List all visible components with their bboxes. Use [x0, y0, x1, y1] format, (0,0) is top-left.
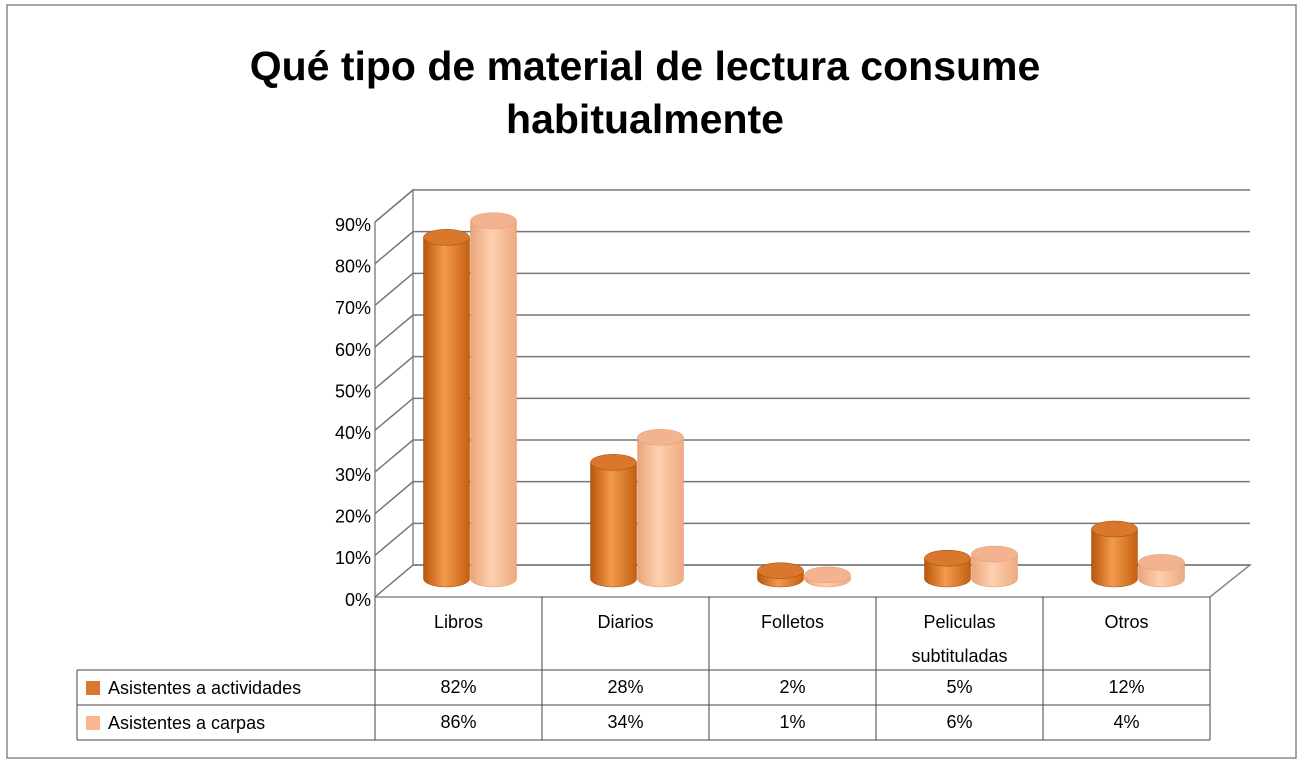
y-tick-label: 70%	[335, 298, 371, 318]
grid-line	[374, 272, 1250, 306]
grid-line	[374, 230, 1250, 265]
category-cell: Folletos	[760, 612, 825, 632]
bar	[1091, 528, 1138, 588]
bar-top	[1091, 520, 1138, 538]
legend-label: Asistentes a actividades	[108, 678, 301, 698]
y-tick-label: 50%	[335, 381, 371, 401]
grid-line	[374, 314, 1250, 348]
x-tick-label: Otros	[1104, 612, 1149, 632]
table-value: 82%	[440, 677, 476, 697]
bar	[971, 553, 1018, 588]
grid-line	[374, 189, 1250, 223]
grid-line	[374, 439, 1250, 473]
grid-line	[374, 564, 1250, 598]
chart-frame	[6, 4, 1297, 759]
bar	[590, 462, 637, 588]
table-value: 4%	[1113, 712, 1139, 732]
bar-top	[590, 454, 637, 471]
x-tick-label: Libros	[433, 612, 484, 632]
y-tick-label: 10%	[335, 548, 371, 568]
bar-top	[423, 229, 470, 246]
x-tick-label: Diarios	[597, 612, 654, 632]
bar-top	[924, 549, 971, 567]
x-tick-label: Peliculas subtituladas	[911, 612, 1008, 666]
table-value: 28%	[607, 677, 643, 697]
category-cell: Otros	[1104, 612, 1149, 632]
table-value: 1%	[779, 712, 805, 732]
y-tick-label: 0%	[345, 590, 371, 610]
table-value: 6%	[946, 712, 972, 732]
legend-swatch	[86, 716, 100, 730]
bar	[423, 237, 470, 588]
legend-swatch	[86, 681, 100, 695]
bar-top	[1138, 554, 1185, 571]
bar-top	[757, 562, 804, 579]
y-tick-label: 30%	[335, 465, 371, 485]
bar-top	[971, 545, 1018, 563]
table-value: 34%	[607, 712, 643, 732]
table-value: 12%	[1108, 677, 1144, 697]
table-value: 86%	[440, 712, 476, 732]
bar	[470, 220, 517, 588]
grid-line	[374, 522, 1250, 556]
grid-line	[374, 355, 1250, 390]
bar-top	[804, 566, 851, 584]
y-tick-label: 80%	[335, 256, 371, 276]
category-cell: Diarios	[597, 612, 654, 632]
grid-line	[374, 480, 1250, 515]
table-value: 2%	[779, 677, 805, 697]
title-box: Qué tipo de material de lectura consume …	[249, 43, 1041, 142]
y-tick-label: 40%	[335, 423, 371, 443]
legend-label: Asistentes a carpas	[108, 713, 265, 733]
bar-top	[637, 429, 684, 446]
category-cell: Libros	[433, 612, 484, 632]
table-value: 5%	[946, 677, 972, 697]
category-cell: Peliculas subtituladas	[911, 612, 1008, 666]
y-tick-label: 60%	[335, 340, 371, 360]
x-tick-label: Folletos	[760, 612, 825, 632]
bar	[637, 437, 684, 588]
chart-title: Qué tipo de material de lectura consume …	[249, 43, 1041, 142]
bar-top	[470, 212, 517, 229]
y-tick-label: 20%	[335, 506, 371, 526]
y-tick-label: 90%	[335, 215, 371, 235]
grid-line	[374, 397, 1250, 431]
